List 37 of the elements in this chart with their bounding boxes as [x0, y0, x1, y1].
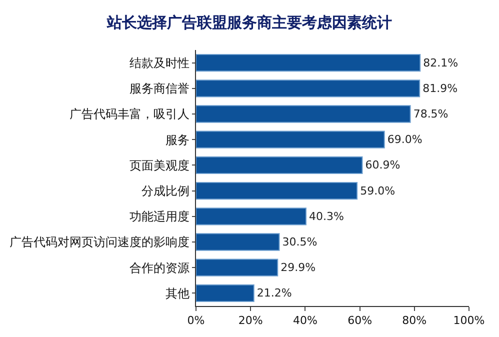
data-label: 29.9% — [280, 261, 316, 274]
data-label: 21.2% — [256, 286, 292, 300]
data-label: 81.9% — [422, 82, 458, 95]
bar — [196, 80, 420, 98]
x-tick-label: 0% — [187, 314, 205, 328]
y-tick-label: 合作的资源 — [130, 260, 190, 275]
bar — [196, 182, 358, 200]
x-tick-label: 100% — [453, 314, 485, 328]
x-tick-label: 80% — [402, 314, 427, 328]
y-tick-label: 功能适用度 — [130, 210, 190, 224]
chart-title: 站长选择广告联盟服务商主要考虑因素统计 — [106, 13, 392, 32]
data-label: 59.0% — [360, 184, 396, 198]
bar — [196, 233, 280, 251]
bar — [196, 258, 278, 276]
bar — [196, 284, 254, 302]
data-label: 30.5% — [282, 236, 318, 248]
y-tick-label: 页面美观度 — [130, 158, 190, 172]
data-label: 40.3% — [309, 210, 344, 223]
bar — [196, 54, 421, 72]
y-tick-label: 服务商信誉 — [130, 82, 190, 96]
y-tick-label: 结款及时性 — [130, 56, 190, 70]
bar — [196, 105, 411, 123]
data-label: 78.5% — [413, 108, 448, 120]
y-tick-label: 其他 — [166, 286, 190, 300]
bar — [196, 156, 363, 174]
x-tick-label: 60% — [348, 314, 372, 328]
x-tick-label: 20% — [238, 314, 263, 328]
x-tick-label: 40% — [292, 314, 318, 328]
y-tick-label: 分成比例 — [142, 184, 190, 198]
bar — [196, 208, 307, 226]
data-label: 82.1% — [423, 56, 458, 70]
y-tick-label: 广告代码丰富，吸引人 — [70, 107, 190, 122]
y-tick-label: 服务 — [166, 132, 190, 147]
data-label: 69.0% — [387, 133, 422, 146]
data-label: 60.9% — [365, 158, 400, 172]
y-tick-label: 广告代码对网页访问速度的影响度 — [10, 235, 190, 250]
bar — [196, 130, 385, 148]
